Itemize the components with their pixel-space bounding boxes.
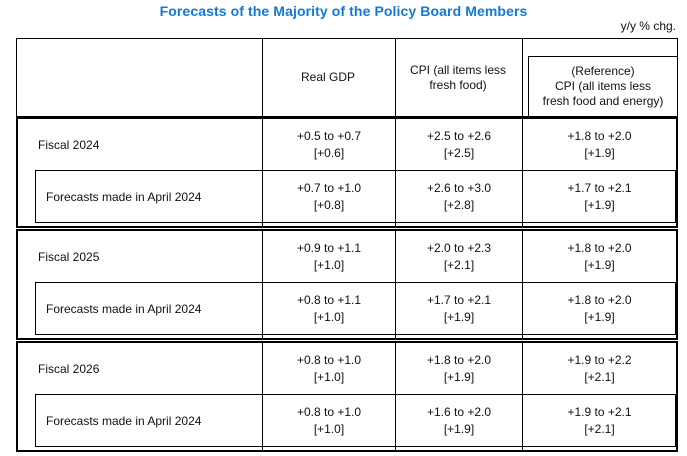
column-divider [262, 39, 263, 116]
column-divider [395, 39, 396, 116]
cell-fiscal2024-cpi-ex: +1.8 to +2.0 [+1.9] [567, 128, 632, 160]
reference-header-box [528, 56, 677, 116]
table-header-row: Real GDP CPI (all items less fresh food)… [16, 38, 678, 117]
cell-fiscal2026-cpi-ex: +1.9 to +2.2 [+2.1] [567, 352, 632, 384]
subrow-label-april-2024: Forecasts made in April 2024 [46, 189, 202, 204]
cell-fiscal2026-april-cpi-ex: +1.9 to +2.1 [+2.1] [567, 404, 632, 436]
row-label-fiscal-2025: Fiscal 2025 [38, 249, 100, 264]
header-real-gdp: Real GDP [300, 70, 356, 84]
unit-note: y/y % chg. [620, 19, 676, 33]
cell-fiscal2025-cpi-ex: +1.8 to +2.0 [+1.9] [567, 240, 632, 272]
page-title: Forecasts of the Majority of the Policy … [159, 3, 528, 19]
cell-fiscal2024-april-cpi: +2.6 to +3.0 [+2.8] [426, 180, 492, 212]
cell-fiscal2025-april-gdp: +0.8 to +1.1 [+1.0] [296, 292, 362, 324]
column-divider [522, 119, 523, 226]
cell-fiscal2024-april-gdp: +0.7 to +1.0 [+0.8] [296, 180, 362, 212]
cell-fiscal2025-april-cpi-ex: +1.8 to +2.0 [+1.9] [567, 292, 632, 324]
column-divider [262, 343, 263, 450]
column-divider [262, 231, 263, 338]
header-cpi-ex: (Reference) CPI (all items less fresh fo… [542, 63, 664, 108]
cell-fiscal2024-april-cpi-ex: +1.7 to +2.1 [+1.9] [567, 180, 632, 212]
fiscal-2024-group: Fiscal 2024 Forecasts made in April 2024… [16, 117, 678, 228]
column-divider [522, 231, 523, 338]
cell-fiscal2026-april-cpi: +1.6 to +2.0 [+1.9] [426, 404, 492, 436]
forecast-table: Real GDP CPI (all items less fresh food)… [16, 38, 678, 452]
april-subrow-box [35, 394, 676, 447]
column-divider [262, 119, 263, 226]
header-cpi: CPI (all items less fresh food) [409, 62, 507, 92]
cell-fiscal2026-april-gdp: +0.8 to +1.0 [+1.0] [296, 404, 362, 436]
subrow-label-april-2024: Forecasts made in April 2024 [46, 301, 202, 316]
row-label-fiscal-2024: Fiscal 2024 [38, 137, 100, 152]
row-label-fiscal-2026: Fiscal 2026 [38, 361, 100, 376]
fiscal-2026-group: Fiscal 2026 Forecasts made in April 2024… [16, 341, 678, 452]
column-divider [395, 119, 396, 226]
cell-fiscal2026-cpi: +1.8 to +2.0 [+1.9] [426, 352, 492, 384]
april-subrow-box [35, 282, 676, 335]
cell-fiscal2024-cpi: +2.5 to +2.6 [+2.5] [426, 128, 492, 160]
fiscal-2025-group: Fiscal 2025 Forecasts made in April 2024… [16, 229, 678, 340]
cell-fiscal2025-april-cpi: +1.7 to +2.1 [+1.9] [426, 292, 492, 324]
column-divider [522, 343, 523, 450]
column-divider [395, 343, 396, 450]
cell-fiscal2025-gdp: +0.9 to +1.1 [+1.0] [296, 240, 362, 272]
subrow-label-april-2024: Forecasts made in April 2024 [46, 413, 202, 428]
cell-fiscal2026-gdp: +0.8 to +1.0 [+1.0] [296, 352, 362, 384]
april-subrow-box [35, 170, 676, 223]
column-divider [522, 39, 523, 116]
cell-fiscal2025-cpi: +2.0 to +2.3 [+2.1] [426, 240, 492, 272]
cell-fiscal2024-gdp: +0.5 to +0.7 [+0.6] [296, 128, 362, 160]
column-divider [395, 231, 396, 338]
